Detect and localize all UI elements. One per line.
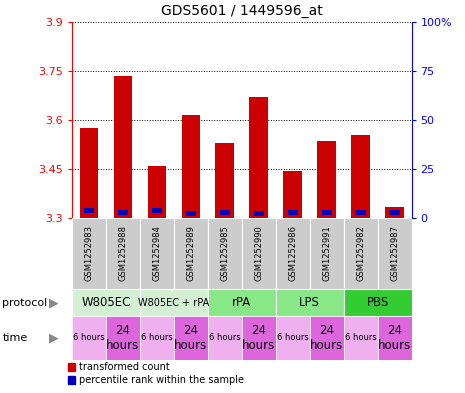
Text: GSM1252985: GSM1252985 (220, 226, 229, 281)
Title: GDS5601 / 1449596_at: GDS5601 / 1449596_at (161, 4, 323, 18)
Bar (72, 316, 106, 360)
Bar (344, 316, 378, 360)
Text: 6 hours: 6 hours (345, 334, 377, 342)
Text: GSM1252988: GSM1252988 (119, 226, 127, 281)
Bar (321, 209, 332, 215)
Bar (186, 211, 196, 217)
Text: GSM1252983: GSM1252983 (85, 226, 93, 281)
Bar (208, 316, 242, 360)
Text: 6 hours: 6 hours (73, 334, 105, 342)
Bar (140, 289, 208, 316)
Bar (72, 289, 140, 316)
Bar (118, 209, 128, 215)
Bar (208, 218, 242, 289)
Bar (140, 218, 174, 289)
Bar (385, 207, 404, 218)
Text: 6 hours: 6 hours (209, 334, 241, 342)
Bar (208, 289, 276, 316)
Text: rPA: rPA (232, 296, 252, 309)
Text: 6 hours: 6 hours (277, 334, 309, 342)
Text: 24
hours: 24 hours (174, 324, 207, 352)
Text: GSM1252991: GSM1252991 (322, 226, 331, 281)
Text: GSM1252982: GSM1252982 (356, 226, 365, 281)
Bar (152, 208, 162, 213)
Text: W805EC + rPA: W805EC + rPA (138, 298, 210, 308)
Bar (181, 115, 200, 218)
Bar (310, 316, 344, 360)
Bar (355, 209, 366, 215)
Bar (283, 171, 302, 218)
Legend: transformed count, percentile rank within the sample: transformed count, percentile rank withi… (67, 362, 244, 386)
Bar (113, 75, 133, 218)
Bar (140, 316, 174, 360)
Text: ▶: ▶ (49, 296, 58, 309)
Bar (242, 218, 276, 289)
Bar (378, 316, 412, 360)
Text: GSM1252984: GSM1252984 (153, 226, 161, 281)
Text: 24
hours: 24 hours (242, 324, 275, 352)
Bar (276, 218, 310, 289)
Bar (317, 141, 336, 218)
Bar (389, 209, 400, 215)
Bar (344, 218, 378, 289)
Text: GSM1252990: GSM1252990 (254, 226, 263, 281)
Text: W805EC: W805EC (81, 296, 131, 309)
Bar (276, 316, 310, 360)
Text: 24
hours: 24 hours (310, 324, 343, 352)
Text: protocol: protocol (2, 298, 47, 308)
Bar (215, 143, 234, 218)
Bar (174, 316, 208, 360)
Text: ▶: ▶ (49, 331, 58, 345)
Bar (351, 134, 370, 218)
Bar (242, 316, 276, 360)
Bar (80, 128, 99, 218)
Text: GSM1252986: GSM1252986 (288, 226, 297, 281)
Bar (276, 289, 344, 316)
Bar (72, 218, 106, 289)
Bar (219, 209, 230, 215)
Bar (106, 218, 140, 289)
Text: 24
hours: 24 hours (378, 324, 411, 352)
Text: PBS: PBS (366, 296, 389, 309)
Bar (287, 209, 298, 215)
Text: 6 hours: 6 hours (141, 334, 173, 342)
Bar (147, 166, 166, 218)
Text: GSM1252989: GSM1252989 (186, 226, 195, 281)
Text: 24
hours: 24 hours (106, 324, 140, 352)
Text: GSM1252987: GSM1252987 (390, 226, 399, 281)
Bar (84, 208, 94, 213)
Bar (310, 218, 344, 289)
Bar (106, 316, 140, 360)
Bar (249, 97, 268, 218)
Bar (378, 218, 412, 289)
Bar (253, 211, 264, 217)
Bar (344, 289, 412, 316)
Bar (174, 218, 208, 289)
Text: time: time (2, 333, 27, 343)
Text: LPS: LPS (299, 296, 320, 309)
